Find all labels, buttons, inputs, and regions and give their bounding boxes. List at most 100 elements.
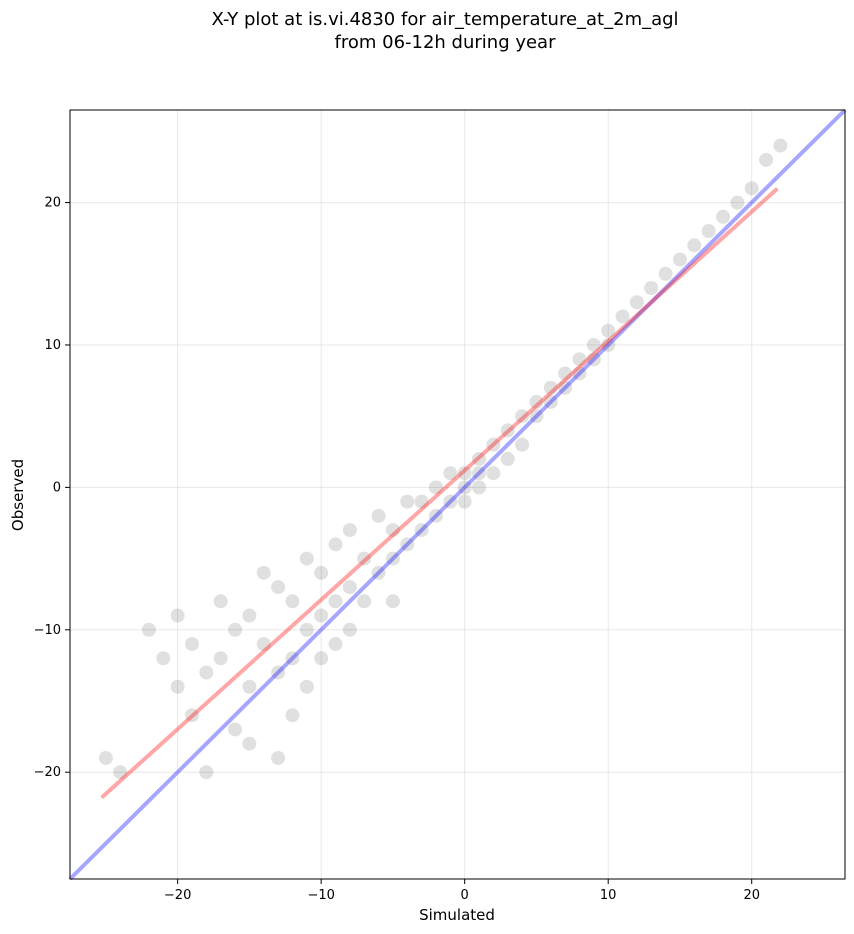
scatter-point-44 bbox=[400, 494, 415, 509]
plot-frame bbox=[69, 109, 846, 880]
scatter-point-55 bbox=[472, 451, 487, 466]
scatter-point-24 bbox=[285, 708, 300, 723]
scatter-point-66 bbox=[543, 380, 558, 395]
x-tick-label-4: 20 bbox=[743, 888, 760, 903]
points-layer bbox=[98, 138, 788, 780]
scatter-point-14 bbox=[242, 608, 257, 623]
scatter-point-4 bbox=[170, 679, 185, 694]
chart-title-line-1: X-Y plot at is.vi.4830 for air_temperatu… bbox=[211, 9, 678, 30]
scatter-point-65 bbox=[529, 409, 544, 424]
scatter-point-13 bbox=[228, 722, 243, 737]
scatter-point-63 bbox=[515, 437, 530, 452]
scatter-point-60 bbox=[500, 423, 515, 438]
scatter-point-75 bbox=[601, 337, 616, 352]
scatter-point-86 bbox=[759, 152, 774, 167]
scatter-point-15 bbox=[242, 679, 257, 694]
scatter-point-68 bbox=[558, 366, 573, 381]
scatter-point-11 bbox=[213, 651, 228, 666]
scatter-point-81 bbox=[687, 238, 702, 253]
scatter-point-30 bbox=[314, 651, 329, 666]
scatter-point-49 bbox=[428, 508, 443, 523]
scatter-point-85 bbox=[744, 181, 759, 196]
scatter-point-76 bbox=[615, 309, 630, 324]
scatter-point-78 bbox=[644, 281, 659, 296]
x-tick-label-2: 0 bbox=[461, 888, 469, 903]
scatter-point-50 bbox=[443, 466, 458, 481]
scatter-point-22 bbox=[285, 594, 300, 609]
y-tick-label-4: 20 bbox=[44, 196, 61, 211]
scatter-point-46 bbox=[414, 494, 429, 509]
scatter-point-5 bbox=[170, 608, 185, 623]
scatter-point-41 bbox=[385, 523, 400, 538]
identity-line bbox=[68, 108, 847, 881]
scatter-point-12 bbox=[228, 622, 243, 637]
scatter-point-80 bbox=[672, 252, 687, 267]
scatter-point-21 bbox=[271, 750, 286, 765]
scatter-point-34 bbox=[342, 523, 357, 538]
scatter-point-31 bbox=[328, 537, 343, 552]
x-axis-label: Simulated bbox=[419, 906, 495, 924]
scatter-point-54 bbox=[457, 494, 472, 509]
scatter-point-43 bbox=[385, 594, 400, 609]
scatter-point-57 bbox=[472, 480, 487, 495]
y-tick-label-1: −10 bbox=[34, 623, 61, 638]
scatter-point-7 bbox=[184, 708, 199, 723]
scatter-point-10 bbox=[213, 594, 228, 609]
x-tick-label-0: −20 bbox=[164, 888, 191, 903]
scatter-point-23 bbox=[285, 651, 300, 666]
scatter-point-9 bbox=[199, 765, 214, 780]
ticks-layer: −20 −10 0 10 20 −20 −10 0 10 20 bbox=[34, 196, 760, 903]
y-tick-label-0: −20 bbox=[34, 765, 61, 780]
scatter-point-20 bbox=[271, 665, 286, 680]
scatter-point-35 bbox=[342, 580, 357, 595]
scatter-point-67 bbox=[543, 394, 558, 409]
scatter-point-56 bbox=[472, 466, 487, 481]
scatter-point-58 bbox=[486, 437, 501, 452]
scatter-point-59 bbox=[486, 466, 501, 481]
scatter-point-38 bbox=[357, 594, 372, 609]
grid-layer bbox=[70, 110, 845, 879]
scatter-point-2 bbox=[141, 622, 156, 637]
scatter-point-17 bbox=[256, 565, 271, 580]
scatter-point-29 bbox=[314, 608, 329, 623]
scatter-point-48 bbox=[428, 480, 443, 495]
scatter-point-51 bbox=[443, 494, 458, 509]
scatter-point-3 bbox=[156, 651, 171, 666]
scatter-point-83 bbox=[716, 209, 731, 224]
scatter-point-53 bbox=[457, 480, 472, 495]
scatter-point-18 bbox=[256, 637, 271, 652]
scatter-point-42 bbox=[385, 551, 400, 566]
scatter-point-84 bbox=[730, 195, 745, 210]
scatter-point-71 bbox=[572, 366, 587, 381]
scatter-point-45 bbox=[400, 537, 415, 552]
y-tick-label-2: 0 bbox=[53, 480, 61, 495]
scatter-point-82 bbox=[701, 224, 716, 239]
scatter-point-32 bbox=[328, 594, 343, 609]
x-tick-label-1: −10 bbox=[307, 888, 334, 903]
scatter-point-33 bbox=[328, 637, 343, 652]
scatter-point-47 bbox=[414, 523, 429, 538]
scatter-point-16 bbox=[242, 736, 257, 751]
scatter-point-8 bbox=[199, 665, 214, 680]
scatter-point-70 bbox=[572, 352, 587, 367]
scatter-point-52 bbox=[457, 466, 472, 481]
scatter-point-77 bbox=[629, 295, 644, 310]
scatter-point-19 bbox=[271, 580, 286, 595]
scatter-point-37 bbox=[357, 551, 372, 566]
scatter-point-74 bbox=[601, 323, 616, 338]
chart-title-line-2: from 06-12h during year bbox=[335, 32, 557, 53]
scatter-point-87 bbox=[773, 138, 788, 153]
scatter-point-28 bbox=[314, 565, 329, 580]
scatter-point-39 bbox=[371, 508, 386, 523]
scatter-point-69 bbox=[558, 380, 573, 395]
scatter-point-0 bbox=[98, 750, 113, 765]
scatter-point-62 bbox=[515, 409, 530, 424]
scatter-point-25 bbox=[299, 551, 314, 566]
scatter-point-27 bbox=[299, 679, 314, 694]
y-tick-label-3: 10 bbox=[44, 338, 61, 353]
fit-line bbox=[101, 187, 779, 799]
scatter-point-6 bbox=[184, 637, 199, 652]
x-tick-label-3: 10 bbox=[600, 888, 617, 903]
